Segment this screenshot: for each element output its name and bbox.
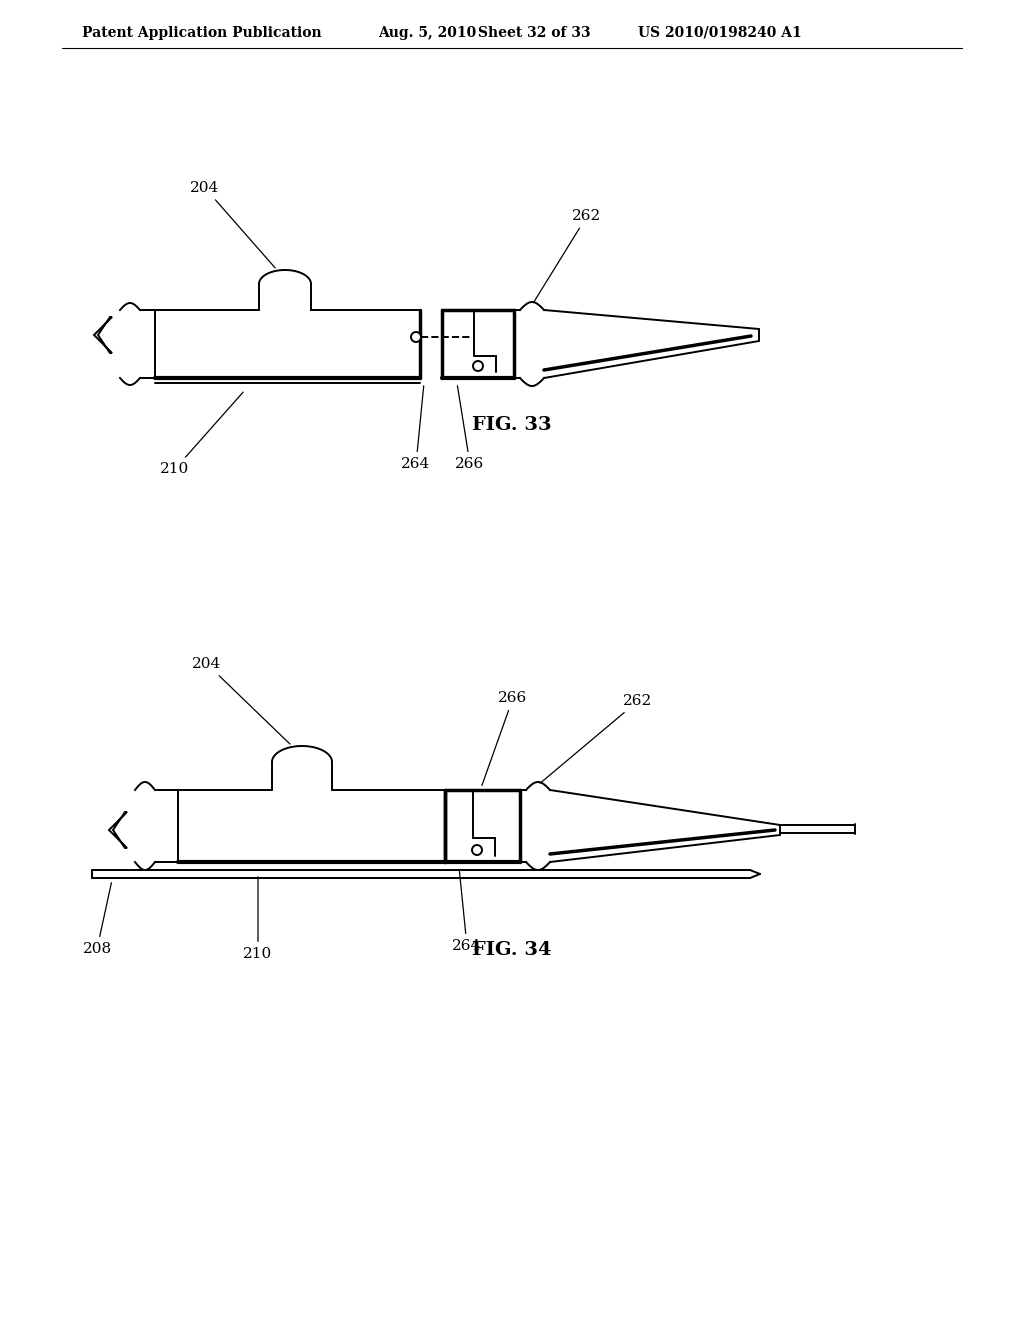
Text: 266: 266 <box>482 690 527 785</box>
Text: 264: 264 <box>453 870 481 953</box>
Circle shape <box>472 845 482 855</box>
Text: 262: 262 <box>534 209 602 302</box>
Circle shape <box>473 360 483 371</box>
Text: 264: 264 <box>401 385 431 471</box>
Text: 262: 262 <box>540 694 652 783</box>
Polygon shape <box>109 812 127 847</box>
Text: 204: 204 <box>193 657 290 744</box>
Text: US 2010/0198240 A1: US 2010/0198240 A1 <box>638 26 802 40</box>
Text: Aug. 5, 2010: Aug. 5, 2010 <box>378 26 476 40</box>
Text: Sheet 32 of 33: Sheet 32 of 33 <box>478 26 591 40</box>
Text: FIG. 34: FIG. 34 <box>472 941 552 960</box>
Text: 266: 266 <box>456 385 484 471</box>
Text: 210: 210 <box>244 876 272 961</box>
Text: 208: 208 <box>83 883 112 956</box>
Text: 210: 210 <box>161 392 243 477</box>
Polygon shape <box>94 317 112 352</box>
Circle shape <box>411 333 421 342</box>
Text: FIG. 33: FIG. 33 <box>472 416 552 434</box>
Text: 204: 204 <box>190 181 275 268</box>
Text: Patent Application Publication: Patent Application Publication <box>82 26 322 40</box>
